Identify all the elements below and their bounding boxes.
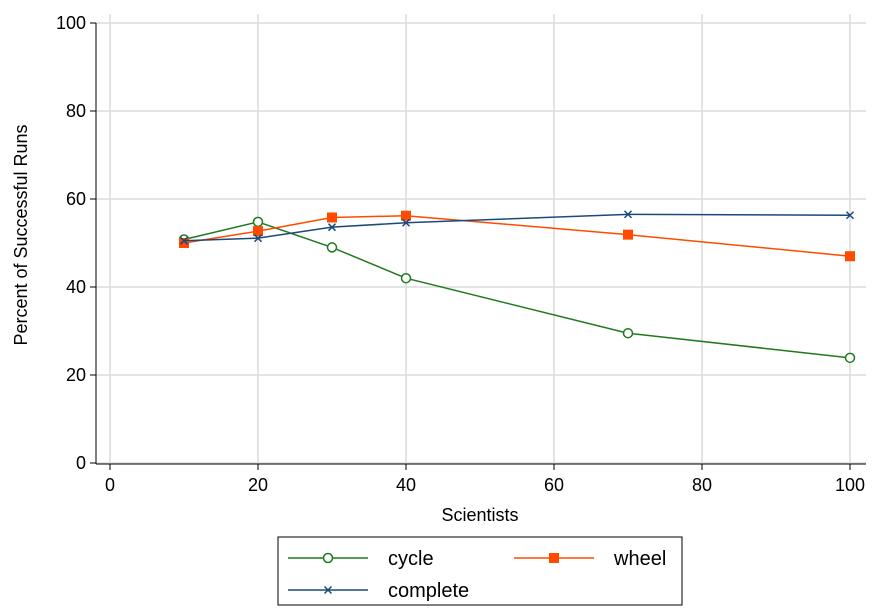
- legend: cycle wheel complete: [277, 536, 683, 606]
- data-point-wheel: [845, 251, 855, 262]
- y-axis-title: Percent of Successful Runs: [11, 124, 31, 345]
- x-marker-stroke: [253, 234, 263, 243]
- legend-item-complete: complete: [288, 580, 469, 602]
- legend-label-cycle: cycle: [388, 548, 434, 570]
- legend-label-complete: complete: [388, 580, 469, 602]
- data-point-complete: [179, 236, 189, 245]
- x-axis-title: Scientists: [441, 505, 518, 525]
- x-marker-stroke: [179, 236, 189, 245]
- x-marker-stroke: [845, 211, 855, 220]
- x-tick-label: 40: [396, 475, 416, 495]
- data-point-complete: [623, 210, 633, 219]
- data-point-cycle: [622, 327, 634, 339]
- data-point-wheel: [401, 210, 411, 221]
- x-tick-label: 20: [248, 475, 268, 495]
- data-point-wheel: [253, 226, 263, 237]
- series-wheel: [179, 210, 855, 262]
- data-point-cycle: [252, 216, 264, 228]
- data-point-cycle: [400, 272, 412, 284]
- y-tick-label: 60: [66, 189, 86, 209]
- x-marker-stroke: [623, 210, 633, 219]
- legend-marker-wheel: [549, 553, 559, 563]
- data-point-complete: [401, 218, 411, 227]
- series-line-complete: [183, 213, 851, 242]
- series-line-cycle: [183, 221, 851, 359]
- series-complete: [179, 210, 855, 245]
- axes: 0 20 40 60 80 100 0 20 40 60 80 100: [56, 13, 866, 495]
- data-point-complete: [845, 211, 855, 220]
- y-tick-label: 100: [56, 13, 86, 33]
- data-point-cycle: [844, 352, 856, 364]
- y-tick-label: 20: [66, 365, 86, 385]
- x-tick-label: 100: [835, 475, 865, 495]
- data-point-wheel: [623, 229, 633, 240]
- series-line-wheel: [183, 214, 851, 257]
- legend-marker-cycle: [322, 552, 334, 564]
- y-tick-label: 80: [66, 101, 86, 121]
- data-point-wheel: [179, 238, 189, 248]
- legend-item-wheel: wheel: [514, 548, 666, 570]
- legend-marker-complete: [323, 585, 333, 595]
- data-point-cycle: [326, 242, 338, 253]
- y-tick-label: 40: [66, 277, 86, 297]
- x-tick-label: 0: [105, 475, 115, 495]
- x-tick-label: 80: [692, 475, 712, 495]
- data-point-complete: [253, 234, 263, 243]
- data-point-complete: [327, 223, 337, 232]
- legend-box: [277, 536, 683, 606]
- y-tick-label: 0: [76, 453, 86, 473]
- grid: [96, 14, 866, 464]
- data-point-wheel: [327, 212, 337, 223]
- legend-label-wheel: wheel: [613, 548, 666, 570]
- x-marker-stroke: [401, 218, 411, 227]
- x-tick-label: 60: [544, 475, 564, 495]
- x-marker-stroke: [327, 223, 337, 232]
- series-layer: [178, 210, 856, 364]
- legend-item-cycle: cycle: [288, 548, 434, 570]
- x-marker-stroke: [323, 585, 333, 595]
